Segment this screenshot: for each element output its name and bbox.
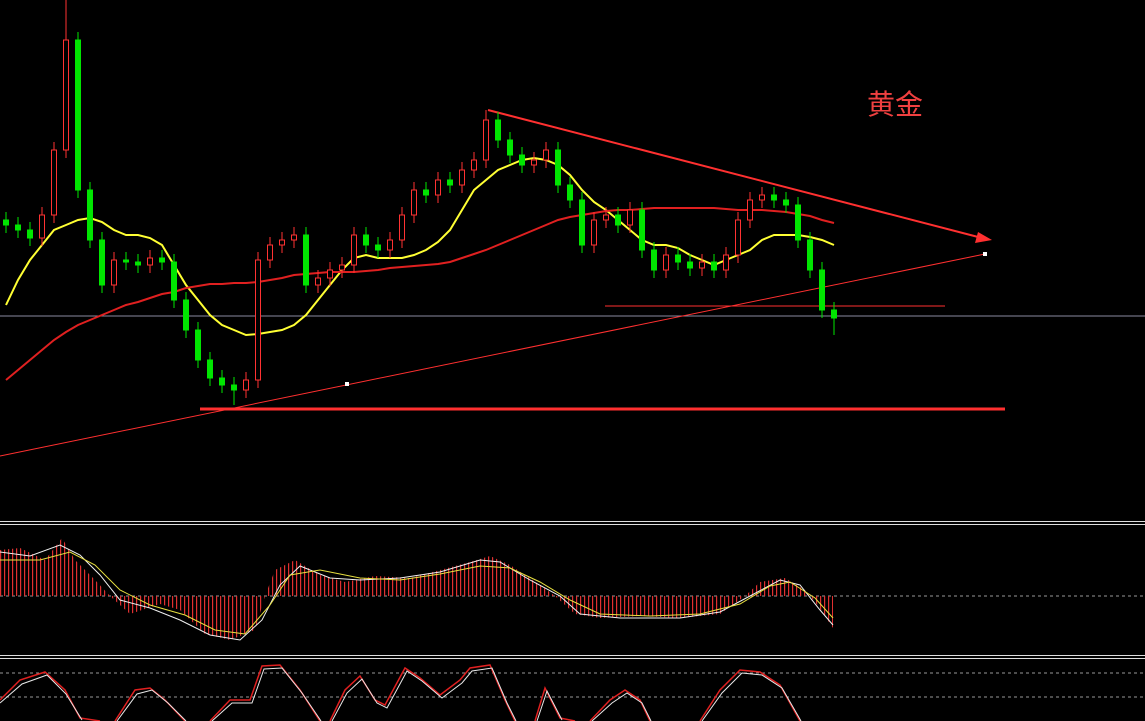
candle-body <box>555 149 561 186</box>
candle-body <box>807 239 813 271</box>
candle-body <box>627 209 633 226</box>
candle-body <box>39 214 45 239</box>
candle-body <box>459 169 465 186</box>
candle-body <box>783 199 789 206</box>
candle-body <box>651 249 657 271</box>
candle-body <box>699 261 705 269</box>
signal-line <box>0 551 834 635</box>
candle-body <box>135 261 141 266</box>
candle-body <box>255 259 261 381</box>
candle-body <box>183 299 189 331</box>
candle-body <box>423 189 429 196</box>
candle-body <box>339 264 345 271</box>
candle-body <box>303 234 309 286</box>
candle-body <box>159 257 165 263</box>
candle-body <box>3 219 9 226</box>
candle-body <box>591 219 597 246</box>
arrow-head <box>975 232 992 243</box>
candle-body <box>483 119 489 161</box>
candle-body <box>315 277 321 286</box>
chart-title: 黄金 <box>867 88 923 121</box>
candle-body <box>75 39 81 191</box>
candle-body <box>267 244 273 261</box>
candle-body <box>687 261 693 269</box>
candle-body <box>375 244 381 251</box>
candle-body <box>279 239 285 246</box>
candle-body <box>519 154 525 166</box>
candle-body <box>795 204 801 241</box>
candle-body <box>363 234 369 246</box>
candle-body <box>771 194 777 201</box>
candle-body <box>195 329 201 361</box>
trendline-handle <box>983 252 987 256</box>
candle-body <box>63 39 69 151</box>
candle-body <box>507 139 513 156</box>
candle-body <box>351 234 357 266</box>
candle-body <box>231 384 237 391</box>
candle-body <box>471 159 477 171</box>
candle-body <box>291 234 297 241</box>
candle-body <box>147 257 153 266</box>
candle-body <box>663 254 669 271</box>
candle-body <box>603 214 609 221</box>
candle-body <box>831 309 837 319</box>
candle-body <box>531 159 537 166</box>
candle-body <box>435 179 441 196</box>
candle-body <box>567 184 573 201</box>
candle-body <box>219 377 225 386</box>
candle-body <box>327 269 333 279</box>
d-line <box>0 667 802 721</box>
falling-trendline <box>487 109 983 239</box>
candle-body <box>639 209 645 251</box>
candle-body <box>123 259 129 263</box>
candle-body <box>615 214 621 226</box>
candle-body <box>207 359 213 379</box>
candle-body <box>747 199 753 221</box>
candle-body <box>15 224 21 231</box>
candle-body <box>411 189 417 216</box>
candle-body <box>735 219 741 256</box>
candle-body <box>579 199 585 246</box>
candle-body <box>675 254 681 263</box>
price-marks <box>3 0 837 405</box>
candle-body <box>759 194 765 201</box>
moving-average <box>5 156 835 337</box>
candle-body <box>87 189 93 241</box>
candle-body <box>447 179 453 186</box>
candle-body <box>543 149 549 161</box>
moving-average <box>5 207 835 381</box>
candle-body <box>243 379 249 391</box>
candle-body <box>51 149 57 216</box>
candle-body <box>819 269 825 311</box>
k-line <box>0 664 801 721</box>
candle-body <box>27 229 33 239</box>
candle-body <box>171 261 177 301</box>
candle-body <box>99 239 105 286</box>
candle-body <box>495 119 501 141</box>
candle-body <box>723 254 729 271</box>
candle-body <box>399 214 405 241</box>
candle-body <box>387 239 393 251</box>
trendline-handle <box>345 382 349 386</box>
candle-body <box>711 261 717 271</box>
candle-body <box>111 259 117 286</box>
